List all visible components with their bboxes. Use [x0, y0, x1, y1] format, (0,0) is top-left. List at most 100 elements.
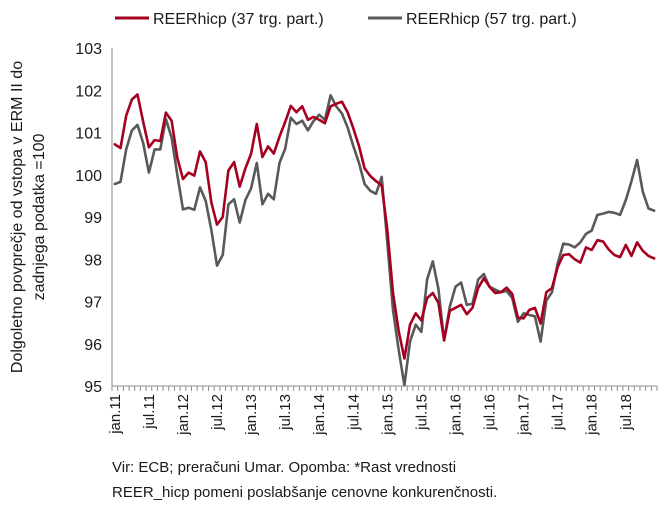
data-point [432, 292, 434, 294]
x-tick-label: jan.13 [243, 394, 260, 436]
y-tick-label: 102 [75, 83, 102, 100]
data-point [636, 241, 638, 243]
data-point [540, 341, 542, 343]
data-point [415, 324, 417, 326]
x-tick-label: jul.13 [277, 394, 294, 431]
data-point [341, 101, 343, 103]
data-point [381, 184, 383, 186]
data-point [114, 143, 116, 145]
data-point [551, 287, 553, 289]
data-point [182, 178, 184, 180]
data-point [125, 115, 127, 117]
data-point [596, 239, 599, 241]
data-point [193, 209, 195, 211]
data-point [352, 127, 354, 129]
data-point [415, 312, 417, 314]
y-tick-label: 96 [84, 337, 102, 354]
data-point [432, 260, 434, 262]
data-point [216, 224, 218, 226]
data-point [239, 221, 241, 224]
data-point [636, 159, 638, 161]
data-point [619, 214, 621, 216]
data-point [506, 290, 508, 292]
y-tick-label: 100 [75, 168, 102, 185]
data-point [154, 139, 156, 141]
data-point [608, 248, 610, 251]
y-tick-label: 99 [84, 210, 102, 227]
data-point [335, 105, 337, 107]
data-point [375, 180, 377, 182]
data-point [483, 273, 485, 275]
legend: REERhicp (37 trg. part.) REERhicp (57 trg… [115, 11, 577, 28]
data-point [267, 193, 269, 195]
data-point [290, 117, 292, 119]
data-point [222, 216, 224, 218]
data-point [460, 304, 462, 306]
data-point [171, 120, 173, 122]
data-point [653, 210, 655, 212]
data-point [205, 200, 207, 202]
data-point [625, 199, 627, 201]
data-point [358, 145, 360, 147]
x-tick-label: jan.17 [516, 394, 533, 436]
data-point [574, 258, 576, 260]
data-point [284, 148, 286, 150]
data-point [568, 243, 570, 246]
data-point [596, 214, 599, 216]
data-point [239, 186, 241, 188]
data-point [261, 203, 263, 205]
data-point [630, 180, 633, 182]
data-point [250, 153, 252, 155]
data-point [330, 105, 332, 107]
data-point [409, 324, 411, 326]
data-point [392, 292, 394, 294]
data-point [602, 213, 604, 215]
data-point [403, 357, 405, 360]
data-point [250, 187, 252, 189]
x-tick-label: jan.18 [584, 394, 601, 436]
data-point [545, 291, 547, 293]
data-point [352, 145, 354, 147]
data-point [142, 121, 144, 123]
data-point [647, 207, 650, 210]
x-tick-label: jan.14 [311, 394, 328, 436]
data-point [585, 246, 587, 248]
data-point [540, 322, 542, 325]
x-tick-label: jan.15 [379, 394, 396, 436]
data-point [119, 181, 122, 183]
data-point [653, 257, 655, 259]
data-point [341, 112, 343, 115]
data-point [278, 136, 281, 138]
data-point [591, 229, 593, 232]
x-tick-label: jul.15 [413, 394, 430, 431]
data-point [119, 147, 122, 149]
y-tick-label: 97 [84, 295, 102, 312]
source-note-line-2: REER_hicp pomeni poslabšanje cenovne kon… [112, 484, 498, 501]
data-point [227, 169, 229, 172]
data-point [517, 321, 519, 323]
y-tick-label: 103 [75, 41, 102, 58]
data-point [159, 148, 161, 150]
series-group [113, 93, 656, 387]
data-point [483, 277, 485, 279]
data-point [602, 240, 604, 243]
data-point [131, 98, 133, 101]
data-point [171, 137, 173, 139]
data-point [443, 339, 445, 341]
x-tick-label: jul.17 [550, 394, 567, 431]
data-point [233, 161, 235, 163]
data-point [585, 233, 587, 235]
data-point [273, 153, 275, 155]
data-point [398, 349, 400, 351]
data-point [318, 114, 320, 116]
data-point [312, 120, 315, 122]
source-note-line-1: Vir: ECB; preračuni Umar. Opomba: *Rast … [112, 459, 457, 476]
data-point [295, 111, 298, 113]
data-point [307, 129, 309, 131]
data-point [114, 183, 116, 185]
data-point [517, 317, 519, 319]
data-point [523, 312, 525, 314]
data-point [591, 249, 593, 251]
y-axis: 95 96 97 98 99 100 101 102 103 [75, 41, 113, 396]
